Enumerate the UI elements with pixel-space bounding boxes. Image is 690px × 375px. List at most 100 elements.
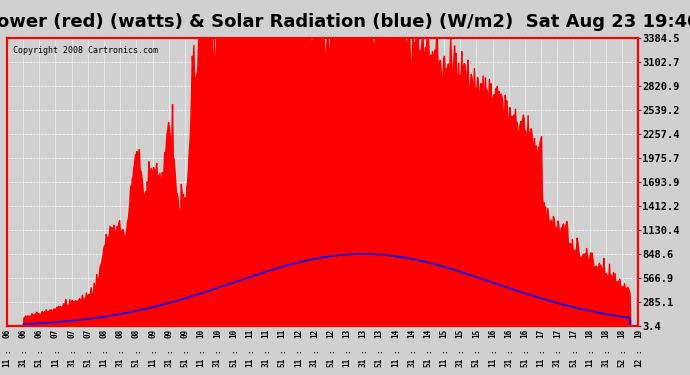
Text: :: : <box>34 348 43 353</box>
Text: :: : <box>423 348 433 353</box>
Text: :: : <box>229 348 238 353</box>
Text: :: : <box>407 348 416 353</box>
Text: 11: 11 <box>51 358 60 367</box>
Text: 31: 31 <box>19 358 28 367</box>
Text: :: : <box>359 348 368 353</box>
Text: :: : <box>633 348 643 353</box>
Text: :: : <box>181 348 190 353</box>
Text: 31: 31 <box>553 358 562 367</box>
Text: 09: 09 <box>148 328 157 338</box>
Text: 12: 12 <box>294 328 303 338</box>
Text: 11: 11 <box>262 328 270 338</box>
Text: 14: 14 <box>407 328 416 338</box>
Text: :: : <box>375 348 384 353</box>
Text: 14: 14 <box>423 328 433 338</box>
Text: 08: 08 <box>99 328 108 338</box>
Text: 51: 51 <box>569 358 578 367</box>
Text: :: : <box>148 348 157 353</box>
Text: 06: 06 <box>34 328 43 338</box>
Text: 31: 31 <box>602 358 611 367</box>
Text: 31: 31 <box>116 358 125 367</box>
Text: 10: 10 <box>197 328 206 338</box>
Text: 31: 31 <box>310 358 319 367</box>
Text: 31: 31 <box>359 358 368 367</box>
Text: 13: 13 <box>342 328 351 338</box>
Text: 06: 06 <box>2 328 12 338</box>
Text: :: : <box>342 348 351 353</box>
Text: :: : <box>537 348 546 353</box>
Text: :: : <box>504 348 513 353</box>
Text: 51: 51 <box>472 358 481 367</box>
Text: 31: 31 <box>455 358 464 367</box>
Text: :: : <box>197 348 206 353</box>
Text: :: : <box>164 348 173 353</box>
Text: :: : <box>553 348 562 353</box>
Text: 17: 17 <box>537 328 546 338</box>
Text: :: : <box>213 348 222 353</box>
Text: 11: 11 <box>342 358 351 367</box>
Text: :: : <box>455 348 464 353</box>
Text: :: : <box>99 348 108 353</box>
Text: 18: 18 <box>602 328 611 338</box>
Text: 08: 08 <box>132 328 141 338</box>
Text: :: : <box>326 348 335 353</box>
Text: 11: 11 <box>2 358 12 367</box>
Text: 51: 51 <box>132 358 141 367</box>
Text: 31: 31 <box>67 358 76 367</box>
Text: 12: 12 <box>310 328 319 338</box>
Text: :: : <box>277 348 286 353</box>
Text: :: : <box>51 348 60 353</box>
Text: 15: 15 <box>455 328 464 338</box>
Text: :: : <box>585 348 594 353</box>
Text: 51: 51 <box>326 358 335 367</box>
Text: 31: 31 <box>262 358 270 367</box>
Text: 11: 11 <box>245 328 254 338</box>
Text: :: : <box>262 348 270 353</box>
Text: 09: 09 <box>164 328 173 338</box>
Text: 18: 18 <box>618 328 627 338</box>
Text: 11: 11 <box>245 358 254 367</box>
Text: 07: 07 <box>67 328 76 338</box>
Text: 06: 06 <box>19 328 28 338</box>
Text: :: : <box>440 348 449 353</box>
Text: :: : <box>132 348 141 353</box>
Text: :: : <box>602 348 611 353</box>
Text: :: : <box>83 348 92 353</box>
Text: 51: 51 <box>229 358 238 367</box>
Text: 13: 13 <box>359 328 368 338</box>
Text: 10: 10 <box>229 328 238 338</box>
Text: 08: 08 <box>116 328 125 338</box>
Text: 16: 16 <box>488 328 497 338</box>
Text: 31: 31 <box>407 358 416 367</box>
Text: 11: 11 <box>391 358 400 367</box>
Text: 11: 11 <box>537 358 546 367</box>
Text: 11: 11 <box>277 328 286 338</box>
Text: 09: 09 <box>181 328 190 338</box>
Text: 13: 13 <box>375 328 384 338</box>
Text: 52: 52 <box>618 358 627 367</box>
Text: 10: 10 <box>213 328 222 338</box>
Text: 12: 12 <box>633 358 643 367</box>
Text: :: : <box>520 348 529 353</box>
Text: 11: 11 <box>585 358 594 367</box>
Text: 17: 17 <box>553 328 562 338</box>
Text: 15: 15 <box>472 328 481 338</box>
Text: 31: 31 <box>504 358 513 367</box>
Text: :: : <box>245 348 254 353</box>
Text: :: : <box>2 348 12 353</box>
Text: 31: 31 <box>213 358 222 367</box>
Text: :: : <box>488 348 497 353</box>
Text: :: : <box>310 348 319 353</box>
Text: :: : <box>294 348 303 353</box>
Text: 11: 11 <box>294 358 303 367</box>
Text: 11: 11 <box>99 358 108 367</box>
Text: :: : <box>618 348 627 353</box>
Text: 11: 11 <box>148 358 157 367</box>
Text: 11: 11 <box>197 358 206 367</box>
Text: 16: 16 <box>520 328 529 338</box>
Text: :: : <box>19 348 28 353</box>
Text: 11: 11 <box>440 358 449 367</box>
Text: Copyright 2008 Cartronics.com: Copyright 2008 Cartronics.com <box>13 46 158 55</box>
Text: 11: 11 <box>488 358 497 367</box>
Text: 19: 19 <box>633 328 643 338</box>
